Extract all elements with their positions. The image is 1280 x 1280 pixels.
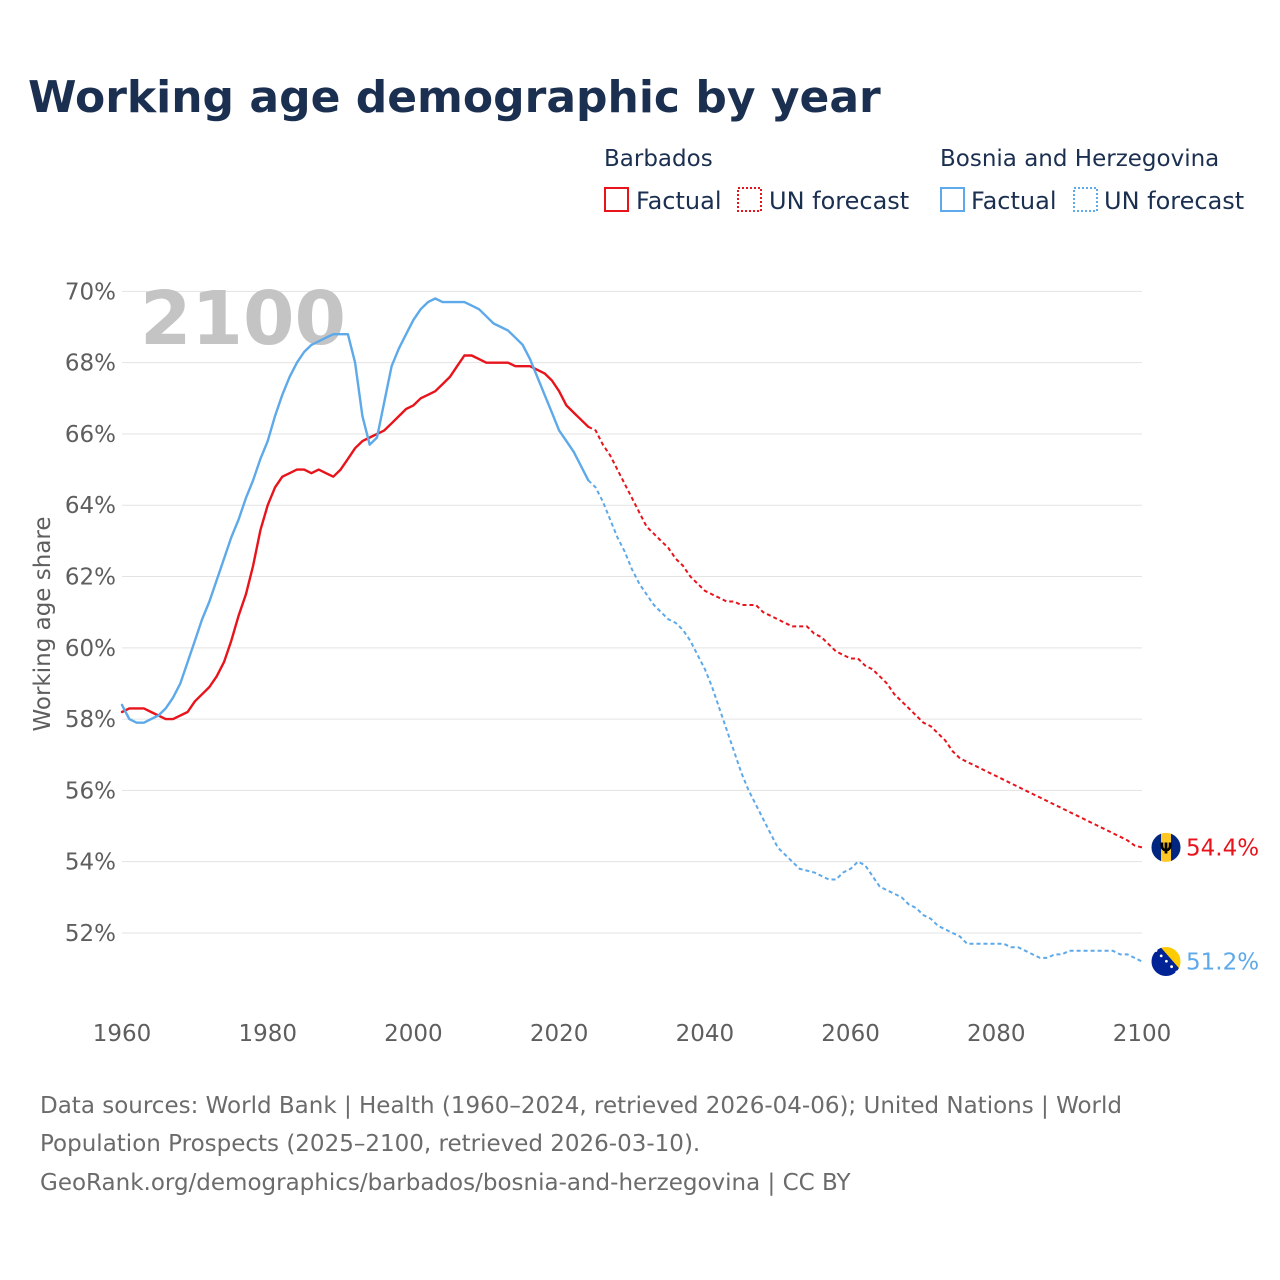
gridlines bbox=[122, 290, 1142, 934]
bosnia-flag-icon bbox=[1150, 945, 1182, 977]
series-line-bosnia-factual bbox=[120, 297, 590, 724]
y-axis-label: Working age share bbox=[30, 516, 56, 731]
series-end-markers: Ψ 54.4% 51.2% bbox=[1150, 831, 1259, 977]
x-tick-label: 2080 bbox=[967, 1021, 1026, 1047]
y-tick-label: 56% bbox=[65, 778, 116, 804]
legend-label-bosnia-forecast: UN forecast bbox=[1104, 187, 1244, 215]
end-value-label-bosnia: 51.2% bbox=[1186, 949, 1259, 975]
y-tick-label: 62% bbox=[65, 565, 116, 591]
x-tick-label: 2060 bbox=[821, 1021, 880, 1047]
x-tick-label: 1960 bbox=[93, 1021, 152, 1047]
footer-sources-line2: Population Prospects (2025–2100, retriev… bbox=[40, 1131, 700, 1157]
legend-group-title-bosnia: Bosnia and Herzegovina bbox=[940, 146, 1219, 172]
series-line-bosnia-forecast bbox=[587, 479, 1143, 963]
legend-label-bosnia-factual: Factual bbox=[971, 187, 1057, 215]
y-tick-label: 60% bbox=[65, 636, 116, 662]
x-tick-label: 2100 bbox=[1113, 1021, 1172, 1047]
legend-label-barbados-forecast: UN forecast bbox=[769, 187, 909, 215]
end-value-label-barbados: 54.4% bbox=[1186, 835, 1259, 861]
footer-credit-link[interactable]: GeoRank.org/demographics/barbados/bosnia… bbox=[40, 1170, 852, 1196]
legend-label-barbados-factual: Factual bbox=[636, 187, 722, 215]
y-axis-ticks: 52% 54% 56% 58% 60% 62% 64% 66% 68% 70% bbox=[65, 279, 116, 947]
legend-swatch-bosnia-forecast bbox=[1073, 187, 1098, 212]
x-tick-label: 2000 bbox=[384, 1021, 443, 1047]
year-watermark: 2100 bbox=[140, 276, 346, 362]
y-tick-label: 52% bbox=[65, 921, 116, 947]
barbados-flag-icon: Ψ bbox=[1150, 831, 1182, 863]
y-tick-label: 64% bbox=[65, 493, 116, 519]
series-lines bbox=[120, 297, 1143, 963]
chart-title: Working age demographic by year bbox=[28, 72, 881, 123]
y-tick-label: 58% bbox=[65, 707, 116, 733]
legend-swatch-barbados-factual bbox=[604, 187, 629, 212]
legend-swatch-bosnia-factual bbox=[940, 187, 965, 212]
y-tick-label: 70% bbox=[65, 279, 116, 305]
y-tick-label: 54% bbox=[65, 850, 116, 876]
svg-text:Ψ: Ψ bbox=[1160, 839, 1173, 857]
legend-swatch-barbados-forecast bbox=[737, 187, 762, 212]
series-line-barbados-forecast bbox=[587, 425, 1143, 849]
x-tick-label: 2040 bbox=[676, 1021, 735, 1047]
legend-group-title-barbados: Barbados bbox=[604, 146, 713, 172]
x-axis-ticks: 1960 1980 2000 2020 2040 2060 2080 2100 bbox=[93, 1021, 1172, 1047]
legend: Barbados Factual UN forecast Bosnia and … bbox=[604, 146, 1244, 215]
y-tick-label: 68% bbox=[65, 351, 116, 377]
y-tick-label: 66% bbox=[65, 422, 116, 448]
x-tick-label: 1980 bbox=[238, 1021, 297, 1047]
footer-sources-line1: Data sources: World Bank | Health (1960–… bbox=[40, 1093, 1122, 1119]
series-line-barbados-factual bbox=[120, 354, 590, 721]
x-tick-label: 2020 bbox=[530, 1021, 589, 1047]
